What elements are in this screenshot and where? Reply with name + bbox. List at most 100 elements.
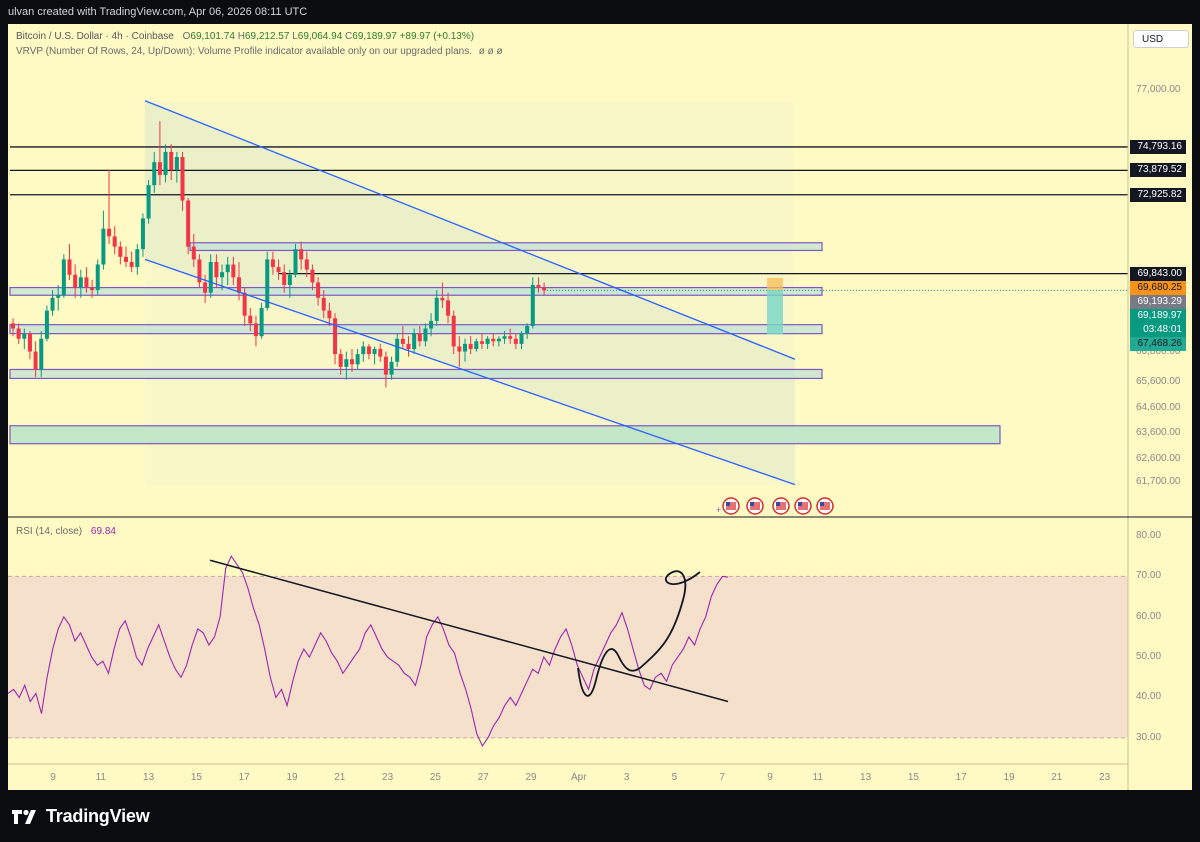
candle-body	[429, 320, 434, 329]
candle-body	[203, 282, 208, 293]
candle-body	[451, 315, 456, 347]
symbol-name[interactable]: Bitcoin / U.S. Dollar · 4h · Coinbase	[16, 31, 174, 42]
candle-body	[395, 338, 400, 362]
candle-body	[519, 333, 524, 344]
hand-drawn-path	[577, 570, 701, 697]
candle-body	[129, 261, 134, 268]
price-axis-label: 62,600.00	[1136, 453, 1181, 465]
flag-stripes-icon	[750, 502, 760, 510]
price-axis-label: 64,600.00	[1136, 401, 1181, 413]
candle-body	[44, 310, 49, 339]
channel-lower-line	[144, 258, 796, 486]
vrvp-visibility-icons[interactable]: ø ø ø	[478, 46, 503, 57]
open-value: 69,101.74	[190, 31, 235, 42]
symbol-legend: Bitcoin / U.S. Dollar · 4h · Coinbase O6…	[16, 31, 474, 42]
tradingview-logo-icon	[12, 809, 36, 824]
candle-body	[530, 285, 535, 326]
candle-body	[400, 338, 405, 344]
candle-body	[440, 297, 445, 301]
price-axis-label: 61,700.00	[1136, 476, 1181, 488]
candle-body	[293, 249, 298, 275]
candle-body	[140, 218, 145, 250]
price-tag: 67,468.26	[1130, 336, 1186, 351]
candle-body	[146, 185, 151, 219]
rsi-label[interactable]: RSI (14, close)	[16, 526, 83, 537]
vrvp-legend: VRVP (Number Of Rows, 24, Up/Down): Volu…	[16, 46, 503, 57]
time-axis-label: 13	[860, 772, 872, 783]
candle-body	[265, 259, 270, 309]
time-axis-label: 15	[190, 772, 202, 783]
candle-body	[259, 308, 264, 337]
candle-body	[152, 162, 157, 186]
rsi-trendline	[209, 559, 729, 703]
candle-body	[67, 259, 72, 275]
candle-body	[525, 325, 530, 334]
candle-body	[107, 228, 112, 237]
candle-body	[361, 346, 366, 355]
tradingview-logo[interactable]: TradingView	[10, 806, 150, 827]
flag-stripes-icon	[798, 502, 808, 510]
candle-body	[191, 246, 196, 260]
flag-canton-icon	[776, 502, 780, 506]
candle-body	[16, 328, 21, 339]
candle-body	[496, 338, 501, 342]
rsi-line	[8, 555, 729, 748]
open-label: O	[182, 31, 191, 42]
time-axis-label: Apr	[571, 772, 587, 783]
channel-upper-line	[144, 100, 796, 360]
candle-body	[344, 359, 349, 367]
change-value: +89.97 (+0.13%)	[399, 31, 475, 42]
candle-body	[242, 292, 247, 316]
candle-body	[11, 323, 15, 329]
candle-body	[180, 157, 185, 201]
candle-body	[78, 277, 83, 288]
time-axis-label: 21	[334, 772, 346, 783]
candle-body	[310, 269, 315, 283]
candle-body	[287, 274, 292, 285]
rsi-axis-label: 50.00	[1136, 651, 1162, 663]
price-tag: 73,879.52	[1130, 163, 1186, 178]
time-axis-label: 19	[286, 772, 298, 783]
time-axis-label: 25	[429, 772, 441, 783]
price-axis-label: 63,600.00	[1136, 427, 1181, 439]
candle-body	[299, 249, 304, 260]
candle-body	[485, 338, 490, 344]
support-zone	[9, 368, 823, 380]
footer	[0, 790, 1200, 842]
candle-body	[304, 259, 309, 270]
price-axis-label: 77,000.00	[1136, 84, 1181, 96]
candle-body	[372, 348, 377, 355]
price-tag: 69,189.97	[1130, 308, 1186, 323]
rsi-axis-label: 80.00	[1136, 530, 1162, 542]
candle-body	[474, 341, 479, 349]
candle-body	[316, 282, 321, 298]
candle-body	[90, 287, 95, 291]
candle-body	[417, 333, 422, 342]
candle-body	[350, 359, 354, 365]
flag-canton-icon	[820, 502, 824, 506]
flag-canton-icon	[750, 502, 754, 506]
candle-body	[220, 272, 225, 278]
candle-body	[22, 333, 27, 339]
currency-button[interactable]: USD	[1133, 30, 1189, 48]
price-axis-label: 65,600.00	[1136, 376, 1181, 388]
candle-body	[389, 361, 394, 375]
close-label: C	[345, 31, 353, 42]
low-value: 69,064.94	[297, 31, 343, 42]
candle-body	[406, 343, 411, 349]
support-zone	[9, 324, 823, 335]
time-axis-label: 11	[95, 772, 106, 783]
candle-body	[186, 200, 191, 247]
candle-body	[33, 351, 38, 370]
candle-body	[56, 295, 61, 298]
candle-body	[208, 261, 213, 293]
candle-body	[124, 256, 128, 262]
candle-body	[112, 236, 117, 247]
position-stop-box	[767, 290, 783, 335]
candle-body	[174, 157, 179, 170]
time-axis-label: 27	[477, 772, 489, 783]
candle-body	[321, 297, 326, 311]
candle-body	[61, 259, 66, 296]
rsi-value: 69.84	[90, 526, 116, 537]
